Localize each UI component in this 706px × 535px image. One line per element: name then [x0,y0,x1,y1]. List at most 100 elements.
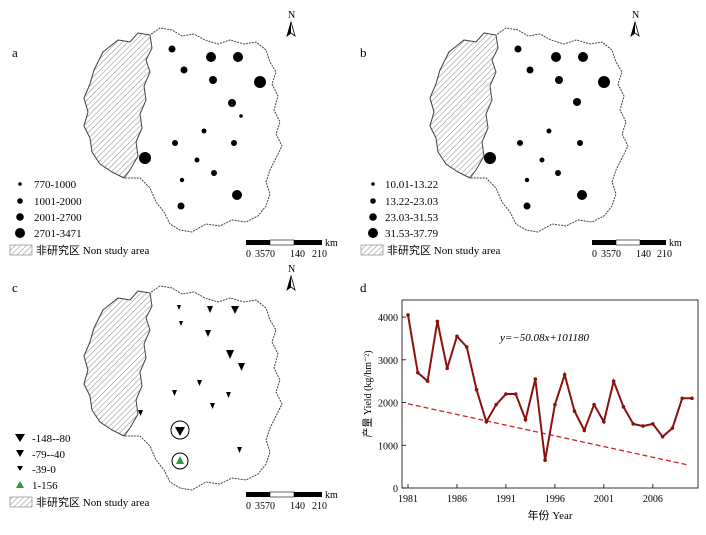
non-study-area-label: 非研究区 Non study area [387,243,500,257]
site-marker [194,157,200,163]
panel-c-label: c [12,280,18,295]
non-study-area-label: 非研究区 Non study area [36,495,149,509]
x-tick-label: 1996 [545,494,565,505]
panel-a-points [139,45,266,210]
legend-item: 10.01-13.22 [385,179,438,191]
site-marker [232,190,242,200]
site-marker [233,52,243,62]
panel-c-map [83,285,283,491]
legend-item: 2701-3471 [34,228,82,240]
legend-item: -79--40 [32,449,65,461]
legend-item: 1-156 [32,480,58,492]
y-tick-label: 0 [393,484,398,495]
panel-c-north-arrow: N [286,264,296,292]
data-point [562,372,567,377]
scale-tick: 140 [290,501,305,512]
y-tick-label: 2000 [378,399,398,410]
data-point [425,379,430,383]
chart-axes: 0 1000 2000 3000 4000 1981 1986 1991 1996 2001 200… [378,313,663,505]
site-marker [228,99,236,107]
site-marker [139,152,151,164]
panel-c-points [138,305,245,470]
scale-tick: 210 [657,249,672,260]
scale-tick: 35 [255,249,265,260]
scale-unit: km [325,490,338,501]
panel-b: b N 10.01-13.22 [360,10,682,260]
scale-tick: 70 [265,249,275,260]
data-point [415,370,420,375]
scale-tick: 35 [601,249,611,260]
data-point [641,424,645,428]
legend-item: -39-0 [32,464,56,476]
y-tick-label: 1000 [378,441,398,452]
panel-b-points [484,45,610,210]
x-tick-label: 1981 [398,494,418,505]
data-point [455,334,459,339]
site-marker [254,76,266,88]
north-label: N [288,10,295,21]
panel-b-map [429,27,629,233]
scale-unit: km [669,238,682,249]
site-marker [206,52,216,62]
legend-item: -148--80 [32,433,71,445]
data-point [543,458,547,463]
legend-item: 2001-2700 [34,212,82,224]
data-point [484,419,489,424]
scale-tick: 140 [636,249,651,260]
panel-b-legend: 10.01-13.22 13.22-23.03 23.03-31.53 31.5… [360,179,500,257]
data-point [445,366,449,371]
data-point [406,313,410,317]
legend-item: 31.53-37.79 [385,228,439,240]
data-point [504,392,508,396]
y-tick-label: 4000 [378,313,398,324]
y-axis-label: 产量 Yield (kg/hm⁻²) [361,350,374,437]
panel-a-label: a [12,45,18,60]
panel-a-scale-bar: 0 35 70 140 210 km [246,238,338,260]
scale-tick: 35 [255,501,265,512]
panel-a-legend: 770-1000 1001-2000 2001-2700 2701-3471 非… [9,179,149,257]
panel-b-label: b [360,45,367,60]
site-marker [168,45,176,53]
scale-tick: 0 [246,501,251,512]
data-point [631,422,636,426]
scale-tick: 210 [312,249,327,260]
panel-c-legend: -148--80 -79--40 -39-0 1-156 非研究区 Non st… [9,433,149,509]
legend-item: 13.22-23.03 [385,196,439,208]
x-tick-label: 2001 [594,494,614,505]
chart-plot [406,313,694,466]
data-point [435,319,440,324]
scale-tick: 0 [246,249,251,260]
scale-tick: 70 [265,501,275,512]
data-point [513,392,518,396]
panel-d-label: d [360,280,367,295]
data-point [592,402,596,407]
legend-item: 1001-2000 [34,196,82,208]
x-tick-label: 1991 [496,494,516,505]
site-marker [177,202,185,210]
panel-c-scale-bar: 0 35 70 140 210 km [246,490,338,512]
data-point [533,377,538,381]
panel-a: a N 770-1000 [9,10,338,260]
panel-a-north-arrow: N [286,10,296,38]
scale-tick: 0 [592,249,597,260]
non-study-area-label: 非研究区 Non study area [36,243,149,257]
scale-tick: 70 [611,249,621,260]
data-point [523,417,528,422]
data-point [464,345,469,349]
site-marker [180,66,188,74]
x-tick-label: 2006 [643,494,663,505]
scale-tick: 210 [312,501,327,512]
data-point [602,419,606,424]
site-marker [211,170,217,176]
data-point [660,434,665,439]
regression-equation: y=−50.08x+101180 [499,332,589,344]
site-marker [201,128,207,134]
panel-a-map [83,27,283,233]
data-point [582,428,587,433]
data-point [670,426,675,430]
x-tick-label: 1986 [447,494,467,505]
x-axis-label: 年份 Year [527,508,572,522]
legend-item: 23.03-31.53 [385,212,439,224]
panel-b-scale-bar: 0 35 70 140 210 km [592,238,682,260]
